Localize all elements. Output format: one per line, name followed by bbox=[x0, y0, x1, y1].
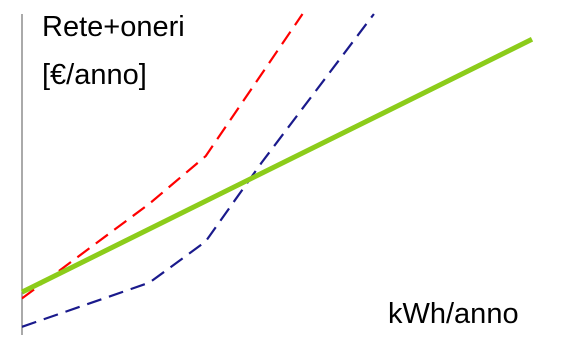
series-line-3 bbox=[20, 37, 534, 295]
x-axis-label: kWh/anno bbox=[388, 298, 519, 330]
y-axis-label-line-1: Rete+oneri bbox=[42, 11, 185, 43]
series-layer bbox=[20, 13, 534, 328]
series-line-1 bbox=[21, 13, 304, 300]
y-axis-label-line-2: [€/anno] bbox=[42, 59, 147, 91]
